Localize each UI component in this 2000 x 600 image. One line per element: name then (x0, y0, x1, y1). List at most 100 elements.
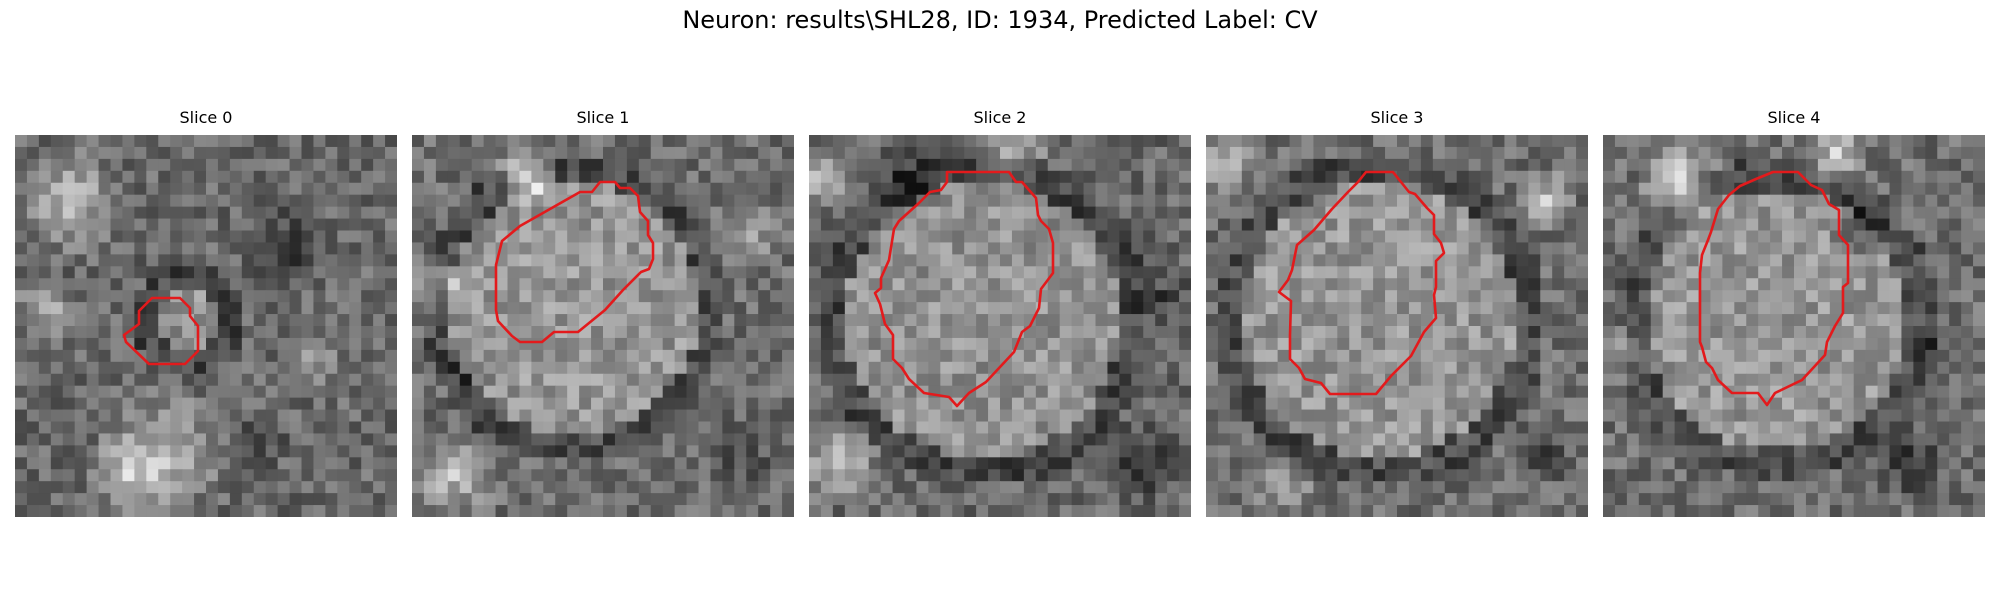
image-pixel (1817, 397, 1831, 410)
image-pixel (844, 361, 858, 375)
image-pixel (1746, 326, 1759, 339)
image-pixel (1901, 230, 1914, 243)
image-pixel (758, 505, 771, 517)
image-pixel (1337, 206, 1350, 219)
image-pixel (809, 146, 822, 160)
image-pixel (856, 170, 870, 184)
image-pixel (495, 457, 508, 470)
image-pixel (1107, 182, 1120, 196)
image-pixel (1456, 409, 1470, 422)
image-pixel (26, 254, 40, 267)
image-pixel (1385, 194, 1398, 208)
image-pixel (277, 170, 290, 184)
image-pixel (567, 254, 580, 267)
image-pixel (495, 493, 508, 506)
image-pixel (1241, 493, 1255, 506)
image-pixel (1155, 385, 1168, 399)
image-pixel (1349, 326, 1362, 339)
image-pixel (1277, 218, 1290, 231)
image-pixel (1853, 445, 1867, 458)
image-pixel (471, 397, 485, 410)
image-pixel (1889, 397, 1902, 410)
image-pixel (98, 337, 111, 351)
image-pixel (38, 206, 52, 219)
image-pixel (1758, 266, 1771, 279)
image-pixel (412, 135, 425, 148)
image-pixel (447, 493, 461, 506)
slice-title-1: Slice 1 (576, 108, 630, 127)
image-pixel (1035, 278, 1049, 291)
image-pixel (337, 433, 350, 446)
image-pixel (1686, 135, 1699, 148)
image-pixel (182, 373, 195, 387)
image-pixel (1229, 433, 1243, 446)
image-pixel (301, 278, 314, 291)
slice-image-2 (809, 135, 1191, 517)
image-pixel (650, 314, 664, 327)
image-pixel (50, 433, 64, 446)
image-pixel (206, 361, 219, 375)
image-pixel (1179, 493, 1191, 506)
image-pixel (1480, 146, 1493, 160)
image-pixel (1277, 481, 1290, 494)
image-pixel (26, 218, 40, 231)
image-pixel (832, 206, 846, 219)
image-pixel (98, 218, 111, 231)
image-pixel (122, 421, 135, 434)
image-pixel (1638, 373, 1652, 387)
image-pixel (1758, 135, 1771, 148)
image-pixel (1889, 242, 1902, 255)
image-pixel (1095, 194, 1108, 208)
image-pixel (638, 182, 652, 196)
image-pixel (313, 493, 326, 506)
image-pixel (1349, 206, 1362, 219)
image-pixel (1468, 433, 1481, 446)
image-pixel (1059, 146, 1073, 160)
image-pixel (614, 397, 628, 410)
image-pixel (1794, 409, 1807, 422)
image-pixel (928, 218, 941, 231)
image-pixel (844, 242, 858, 255)
image-pixel (1710, 182, 1723, 196)
image-pixel (1817, 170, 1831, 184)
image-pixel (241, 326, 255, 339)
image-pixel (892, 254, 905, 267)
image-pixel (1925, 170, 1938, 184)
image-pixel (1253, 445, 1267, 458)
image-pixel (38, 182, 52, 196)
image-pixel (1107, 445, 1120, 458)
image-pixel (820, 158, 834, 172)
image-pixel (674, 158, 687, 172)
image-pixel (50, 493, 64, 506)
image-pixel (1179, 254, 1191, 267)
image-pixel (1119, 493, 1132, 506)
image-pixel (698, 230, 711, 243)
image-pixel (349, 505, 362, 517)
image-pixel (74, 182, 88, 196)
image-pixel (50, 361, 64, 375)
image-pixel (555, 481, 568, 494)
image-pixel (483, 493, 496, 506)
image-pixel (412, 481, 425, 494)
image-pixel (1277, 397, 1290, 410)
image-pixel (289, 481, 302, 494)
image-pixel (1973, 218, 1985, 231)
image-pixel (158, 409, 171, 422)
image-pixel (1071, 158, 1084, 172)
image-pixel (1349, 349, 1362, 363)
image-pixel (1420, 433, 1434, 446)
image-pixel (1253, 349, 1267, 363)
image-pixel (349, 409, 362, 422)
image-pixel (1686, 266, 1699, 279)
image-pixel (134, 242, 147, 255)
image-pixel (483, 409, 496, 422)
image-pixel (1373, 242, 1386, 255)
image-pixel (988, 266, 1001, 279)
image-pixel (1083, 349, 1096, 363)
image-pixel (976, 146, 989, 160)
image-pixel (1349, 421, 1362, 434)
image-pixel (1107, 170, 1120, 184)
image-pixel (1373, 349, 1386, 363)
image-pixel (579, 373, 592, 387)
image-pixel (253, 314, 267, 327)
